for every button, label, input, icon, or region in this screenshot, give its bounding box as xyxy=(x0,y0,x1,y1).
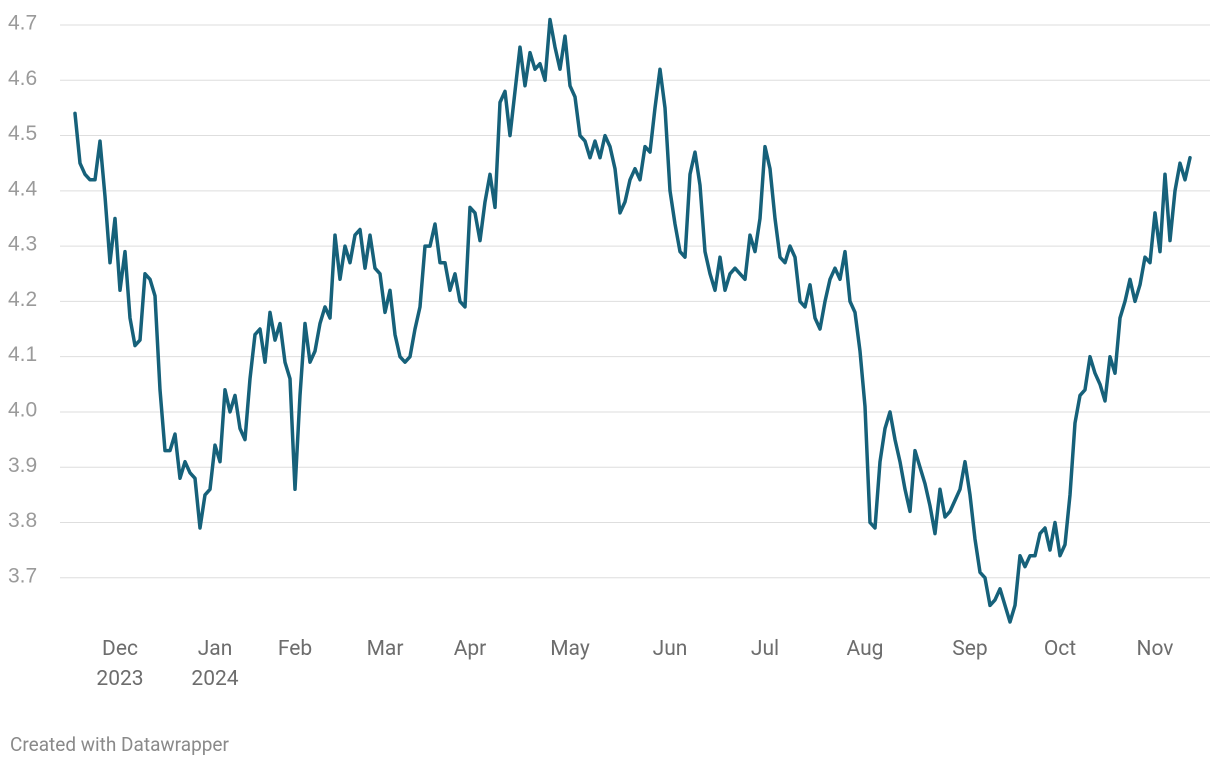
y-tick-label: 4.4 xyxy=(8,177,38,200)
line xyxy=(73,17,1192,624)
x-tick-label: Oct xyxy=(1043,637,1077,661)
x-tick-label: Apr xyxy=(453,637,487,661)
y-tick-label: 4.7 xyxy=(8,12,37,35)
x-tick-label: Feb xyxy=(277,637,313,661)
y-tick-label: 4.0 xyxy=(8,398,37,421)
x-tick-label: Jun xyxy=(652,637,688,661)
x-tick-label: Mar xyxy=(366,637,404,661)
x-tick-label: Jul xyxy=(750,637,780,661)
x-tick-label: Aug xyxy=(846,637,884,661)
y-tick-label: 3.7 xyxy=(8,564,37,587)
y-tick-label: 3.9 xyxy=(8,454,37,477)
y-tick-label: 3.8 xyxy=(8,509,37,532)
y-tick-label: 4.5 xyxy=(8,122,37,145)
y-tick-label: 4.6 xyxy=(8,67,37,90)
footer: Created with Datawrapper xyxy=(10,733,229,756)
y-tick-label: 4.2 xyxy=(8,288,37,311)
x-tick-label: Sep xyxy=(952,637,988,661)
y-tick-label: 4.1 xyxy=(8,343,37,366)
x-tick-label: Dec 2023 xyxy=(96,637,144,691)
x-tick-label: Jan 2024 xyxy=(191,637,239,691)
x-tick-label: May xyxy=(550,637,590,661)
y-tick-label: 4.3 xyxy=(8,233,37,256)
x-tick-label: Nov xyxy=(1136,637,1174,661)
